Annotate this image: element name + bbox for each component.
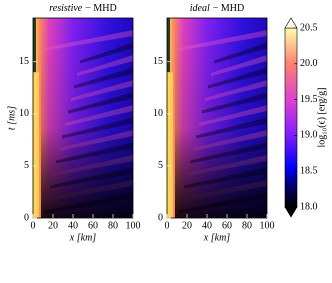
x-tick-label: 80	[242, 220, 252, 231]
colorbar-extend-bottom	[284, 206, 298, 218]
x-tick-label: 100	[260, 220, 275, 231]
y-tick-label: 15	[153, 56, 163, 67]
y-tick-label: 10	[19, 108, 29, 119]
colorbar-label: log₁₀(ϵ) [erg/g]	[316, 88, 327, 148]
colorbar-tick-label: 18.5	[300, 165, 318, 176]
colorbar-tick-label: 20.0	[300, 58, 318, 69]
colorbar-tick-label: 19.5	[300, 94, 318, 105]
y-tick-label: 0	[24, 212, 29, 223]
title-rest: − MHD	[85, 3, 116, 14]
y-tick-label: 5	[158, 160, 163, 171]
y-tick-label: 15	[19, 56, 29, 67]
panel-title: resistive − MHD	[49, 3, 116, 14]
colorbar-tick-label: 20.5	[300, 22, 318, 33]
title-italic: ideal	[190, 3, 210, 14]
title-rest: − MHD	[213, 3, 244, 14]
title-italic: resistive	[49, 3, 83, 14]
cold-corner	[33, 18, 36, 73]
plot-frame	[166, 17, 268, 219]
x-tick-label: 40	[68, 220, 78, 231]
x-tick-label: 60	[222, 220, 232, 231]
x-axis-label: x [km]	[203, 232, 230, 243]
hot-strip	[33, 72, 39, 219]
y-tick-label: 10	[153, 108, 163, 119]
x-tick-label: 20	[48, 220, 58, 231]
y-tick-label: 0	[158, 212, 163, 223]
y-tick-label: 5	[24, 160, 29, 171]
cold-corner	[167, 18, 170, 73]
x-axis-label: x [km]	[69, 232, 96, 243]
x-tick-label: 0	[165, 220, 170, 231]
colorbar-tick-label: 19.0	[300, 130, 318, 141]
x-tick-label: 40	[202, 220, 212, 231]
x-tick-label: 0	[31, 220, 36, 231]
x-tick-label: 80	[108, 220, 118, 231]
x-tick-label: 20	[182, 220, 192, 231]
heatmap-shade	[41, 18, 133, 218]
colorbar-tick-label: 18.0	[300, 201, 318, 212]
y-axis-label: t [ms]	[6, 106, 17, 130]
plot-frame	[32, 17, 134, 219]
x-tick-label: 60	[88, 220, 98, 231]
panel-title: ideal − MHD	[190, 3, 244, 14]
x-tick-label: 100	[126, 220, 141, 231]
heatmap-shade	[175, 18, 267, 218]
colorbar-extend-top	[284, 17, 298, 29]
colorbar	[284, 27, 298, 208]
hot-strip	[167, 72, 173, 219]
